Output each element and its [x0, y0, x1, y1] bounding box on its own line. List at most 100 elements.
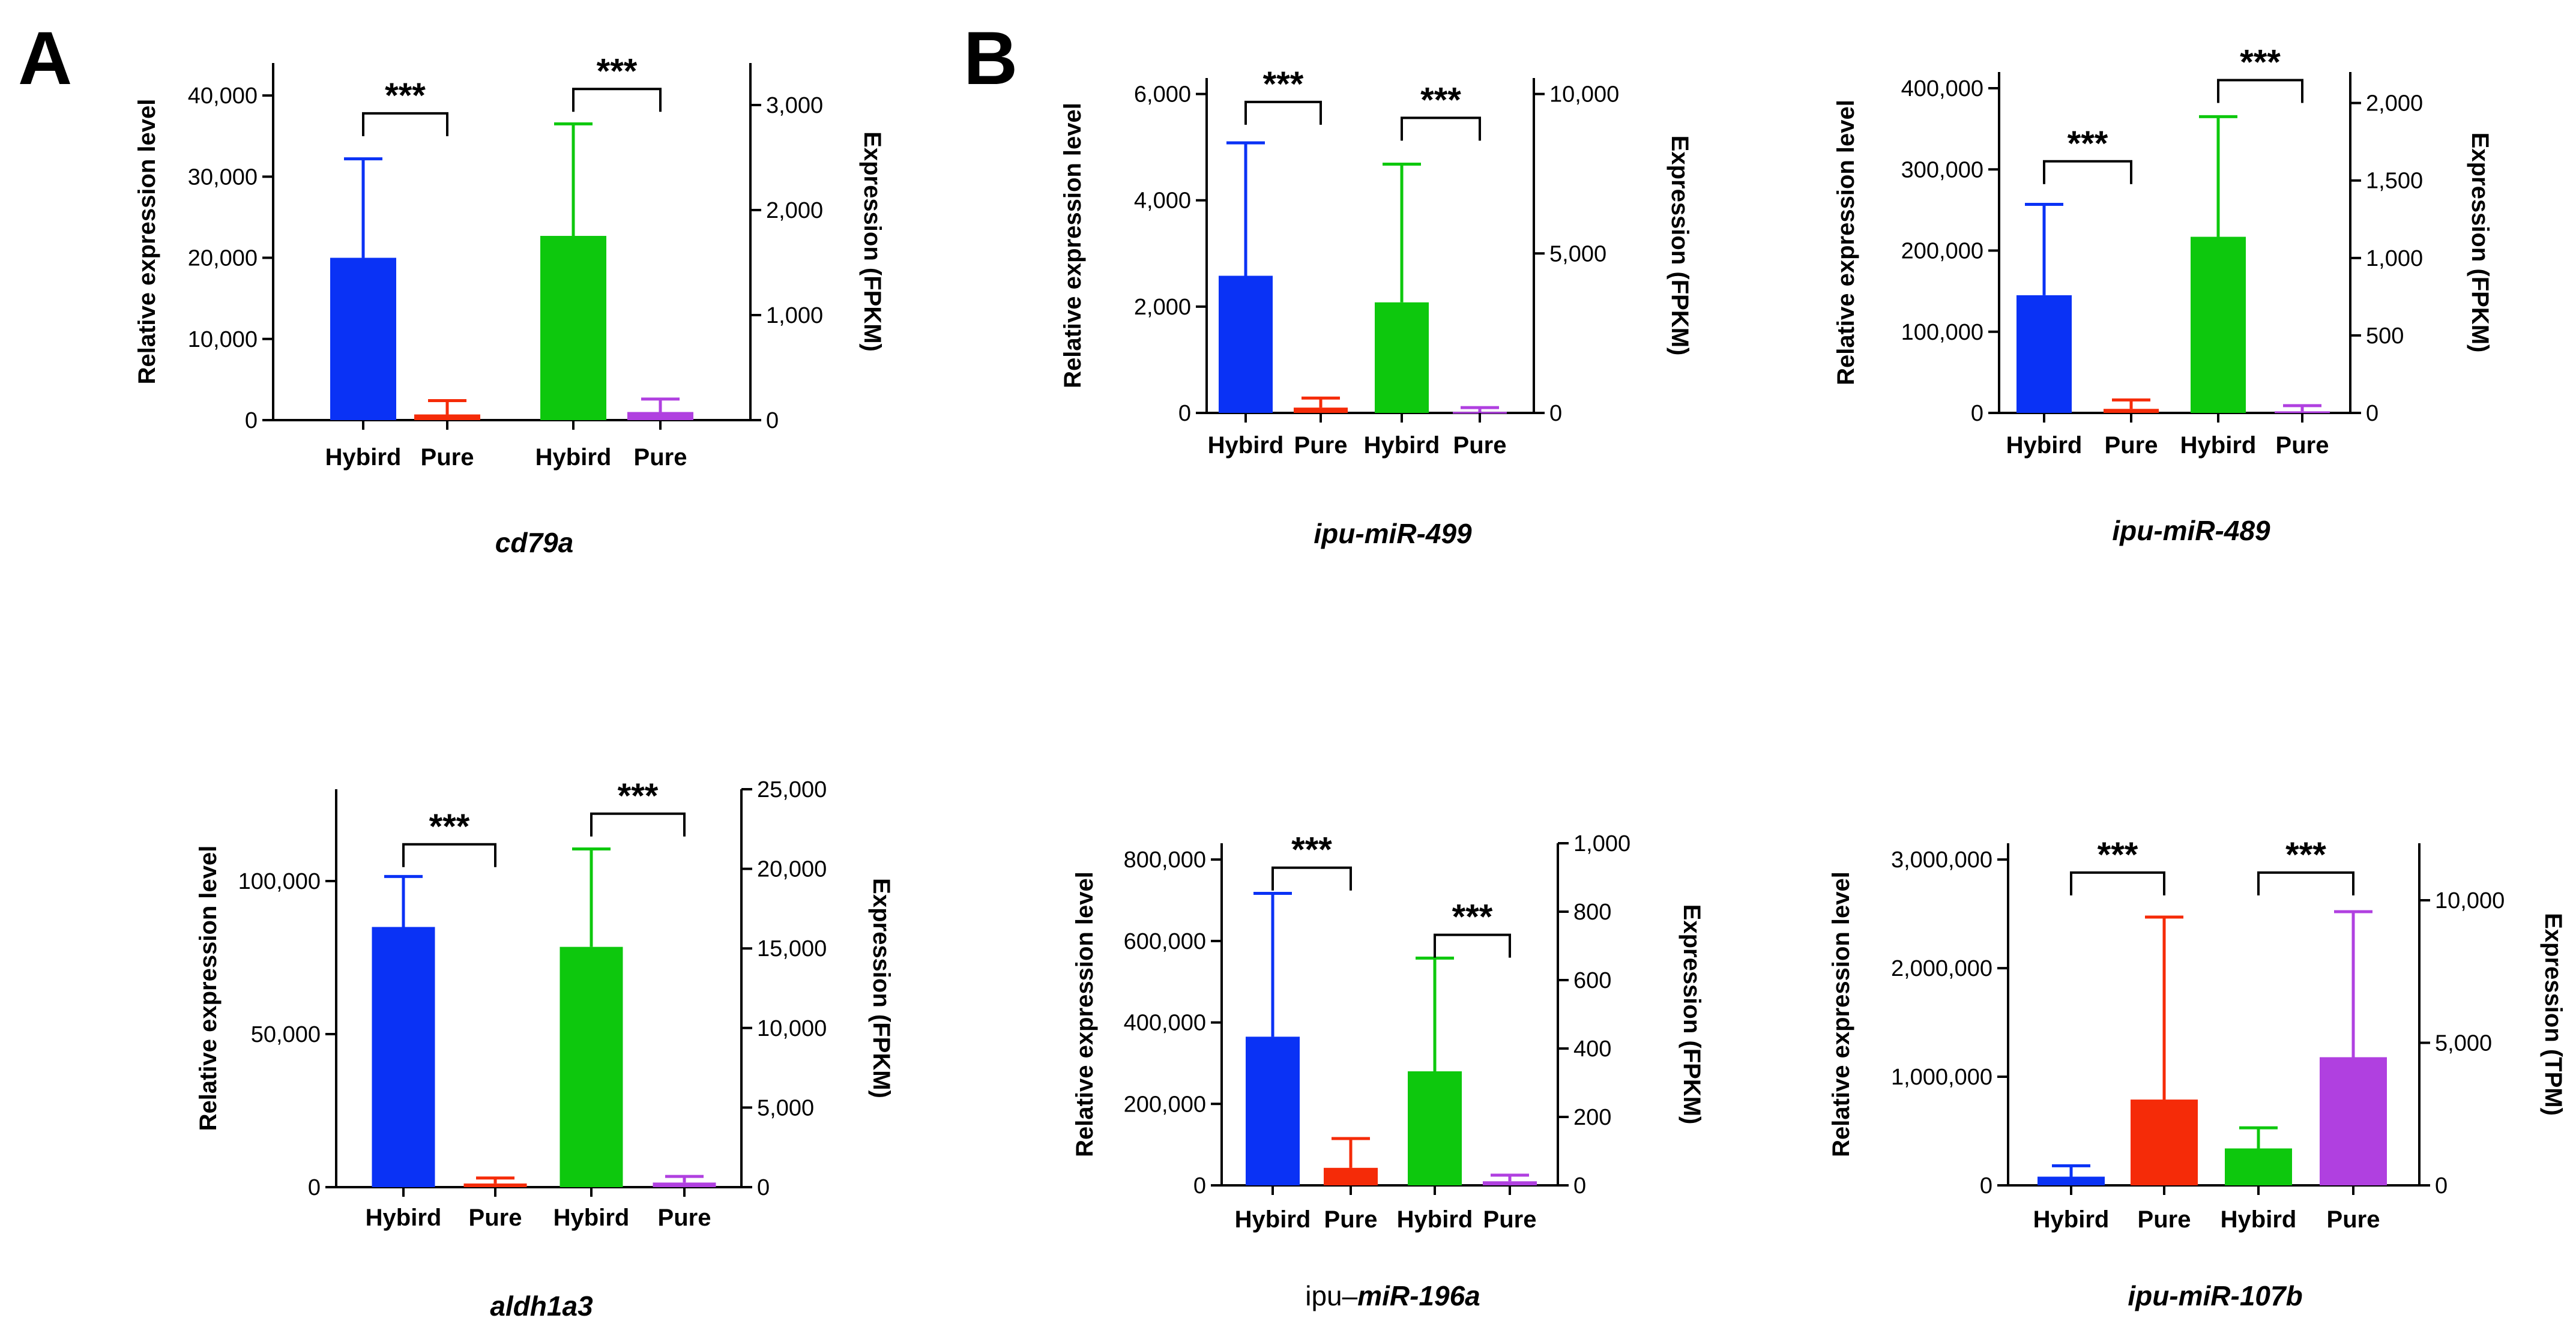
significance-label: *** [1263, 65, 1304, 104]
significance-bracket [1434, 933, 1511, 958]
category-label: Pure [2327, 1206, 2380, 1233]
y-tick-label-right: 0 [2435, 1173, 2448, 1199]
y-tick-label-left: 6,000 [1134, 82, 1191, 107]
chart-title: ipu–miR-196a [1305, 1280, 1480, 1311]
category-label: Hybird [325, 444, 402, 471]
chart-title: ipu-miR-499 [1314, 518, 1472, 549]
bar [627, 412, 693, 420]
panel-label-a: A [18, 17, 72, 100]
bar [414, 414, 480, 420]
chart-ipu-mir-489: 0 100,000 200,000 300,000 400,000 0 500 1,000 1,… [1833, 43, 2493, 546]
bar [540, 236, 606, 420]
category-label: Pure [1324, 1206, 1378, 1233]
chart-title-main: miR-196a [1357, 1280, 1480, 1311]
category-label: Pure [658, 1205, 711, 1231]
y-axis-title-right: Expression (TPM) [2540, 913, 2566, 1116]
category-label: Pure [469, 1205, 522, 1231]
bar [372, 927, 435, 1187]
significance-label: *** [2098, 835, 2138, 874]
y-tick-label-right: 20,000 [757, 857, 827, 882]
y-tick-label-right: 1,000 [766, 303, 823, 328]
significance-label: *** [2068, 124, 2108, 163]
y-tick-label-left: 2,000 [1134, 295, 1191, 320]
y-tick-label-right: 800 [1573, 900, 1611, 925]
y-tick-label-left: 10,000 [188, 327, 258, 352]
bar [463, 1183, 527, 1187]
y-tick-label-right: 0 [2366, 401, 2378, 426]
y-axis-title-left: Relative expression level [195, 846, 222, 1131]
category-label: Pure [1294, 432, 1348, 459]
chart-title-main: ipu-miR-489 [2112, 515, 2270, 546]
category-label: Pure [1483, 1206, 1537, 1233]
y-tick-label-right: 2,000 [2366, 91, 2423, 116]
category-label: Hybird [535, 444, 612, 471]
chart-title-main: ipu-miR-499 [1314, 518, 1472, 549]
chart-title: ipu-miR-489 [2112, 515, 2270, 546]
chart-title-main: ipu-miR-107b [2128, 1280, 2302, 1311]
bar [2016, 295, 2072, 413]
y-axis-title-left: Relative expression level [134, 99, 160, 385]
bar [2320, 1057, 2387, 1185]
category-label: Pure [2105, 432, 2158, 459]
y-axis-title-right: Expression (FPKM) [2467, 133, 2493, 353]
y-tick-label-left: 30,000 [188, 164, 258, 190]
y-tick-label-left: 100,000 [238, 869, 321, 894]
y-tick-label-right: 15,000 [757, 936, 827, 961]
y-tick-label-right: 400 [1573, 1037, 1611, 1062]
category-label: Hybird [2180, 432, 2257, 459]
y-tick-label-right: 10,000 [2435, 888, 2505, 913]
bar [2104, 409, 2159, 413]
y-tick-label-left: 200,000 [1901, 239, 1983, 264]
y-tick-label-right: 1,000 [1573, 831, 1630, 856]
y-tick-label-right: 5,000 [757, 1095, 814, 1121]
y-tick-label-left: 0 [308, 1175, 321, 1200]
y-tick-label-right: 10,000 [1549, 82, 1619, 107]
y-tick-label-left: 0 [245, 408, 258, 433]
bar [560, 946, 623, 1187]
y-axis-title-right: Expression (FPKM) [1679, 904, 1705, 1125]
bar [1219, 275, 1273, 413]
y-axis-title-left: Relative expression level [1060, 103, 1086, 388]
significance-label: *** [1291, 831, 1332, 870]
significance-label: *** [597, 52, 638, 91]
y-tick-label-left: 1,000,000 [1891, 1065, 1992, 1090]
bar [2038, 1176, 2105, 1185]
y-tick-label-right: 0 [757, 1175, 770, 1200]
category-label: Hybird [1235, 1206, 1311, 1233]
significance-bracket [362, 112, 448, 136]
significance-bracket [590, 812, 686, 837]
significance-label: *** [385, 76, 426, 115]
panel-label-b: B [964, 17, 1018, 100]
y-tick-label-left: 40,000 [188, 83, 258, 109]
y-tick-label-right: 25,000 [757, 777, 827, 802]
category-label: Hybird [554, 1205, 630, 1231]
chart-ipu-mir-107b: 0 1,000,000 2,000,000 3,000,000 0 5,000 10,000… [1828, 835, 2566, 1311]
y-tick-label-left: 0 [1980, 1173, 1992, 1199]
y-tick-label-right: 1,000 [2366, 246, 2423, 271]
y-tick-label-left: 100,000 [1901, 320, 1983, 345]
bar [1324, 1167, 1378, 1185]
significance-bracket [402, 843, 496, 867]
significance-label: *** [618, 777, 659, 816]
significance-bracket [1244, 100, 1322, 125]
y-axis-title-right: Expression (FPKM) [868, 878, 894, 1098]
y-tick-label-left: 400,000 [1901, 76, 1983, 101]
category-label: Hybird [2006, 432, 2083, 459]
significance-bracket [2217, 79, 2303, 103]
y-tick-label-right: 5,000 [2435, 1031, 2492, 1056]
category-label: Hybird [2033, 1206, 2110, 1233]
y-tick-label-right: 1,500 [2366, 169, 2423, 194]
y-tick-label-left: 2,000,000 [1891, 956, 1992, 981]
y-tick-label-right: 10,000 [757, 1016, 827, 1041]
bar [1246, 1037, 1300, 1185]
bar [1375, 302, 1429, 413]
y-tick-label-right: 500 [2366, 323, 2404, 349]
y-tick-label-left: 300,000 [1901, 157, 1983, 182]
chart-ipu-mir-499: 0 2,000 4,000 6,000 0 5,000 10,000 Hybird Pure Hy… [1060, 65, 1693, 549]
category-label: Hybird [2221, 1206, 2297, 1233]
bar [2225, 1148, 2292, 1185]
y-tick-label-right: 5,000 [1549, 241, 1606, 266]
y-tick-label-right: 600 [1573, 968, 1611, 993]
chart-title: ipu-miR-107b [2128, 1280, 2302, 1311]
